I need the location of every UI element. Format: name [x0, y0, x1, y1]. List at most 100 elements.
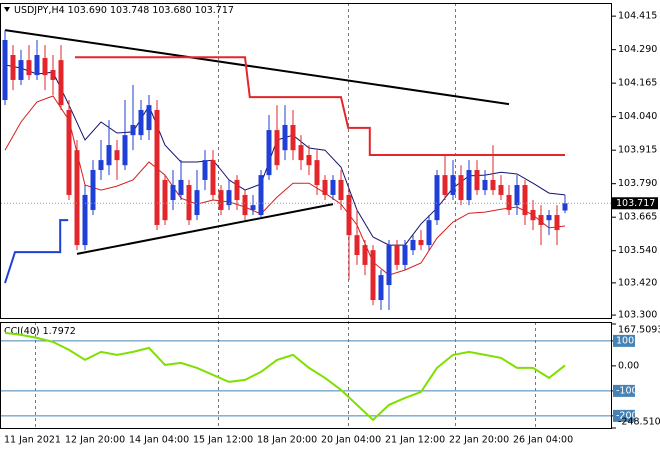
candle-body	[90, 170, 96, 210]
y-tick-label: -200	[616, 410, 638, 421]
menu-arrow	[4, 7, 10, 12]
candle-body	[314, 160, 320, 186]
candle-body	[154, 109, 160, 225]
candle-body	[546, 215, 552, 221]
x-tick-label: 14 Jan 04:00	[129, 435, 189, 446]
candle-body	[50, 70, 56, 80]
ohlc-close: 103.717	[195, 5, 234, 16]
y-tick-label: 167.5093	[618, 325, 660, 336]
candle-body	[10, 55, 16, 80]
candle-body	[58, 60, 64, 106]
candle-body	[250, 205, 256, 210]
candle-body	[34, 55, 40, 76]
candle-body	[474, 170, 480, 191]
candle-body	[282, 124, 288, 151]
x-tick-label: 22 Jan 20:00	[449, 435, 509, 446]
candle-body	[162, 179, 168, 221]
candle-body	[306, 155, 312, 166]
level-box	[613, 334, 635, 347]
indicator-line	[4, 331, 566, 422]
x-tick-label: 21 Jan 12:00	[385, 435, 445, 446]
candle-body	[354, 235, 360, 255]
y-tick-label: 104.040	[618, 111, 657, 122]
candle-body	[410, 239, 416, 251]
price-box	[612, 197, 658, 210]
y-tick-label: 104.165	[618, 78, 657, 89]
candle-body	[42, 57, 48, 76]
y-tick-label: 104.290	[618, 44, 657, 55]
candle-body	[498, 185, 504, 195]
y-tick-label: 103.915	[618, 145, 657, 156]
candle-body	[66, 109, 72, 195]
candle-body	[114, 150, 120, 161]
candle-body	[490, 179, 496, 191]
candle-body	[226, 190, 232, 206]
candle-body	[170, 185, 176, 201]
candle-body	[274, 130, 280, 166]
cci-frame	[0, 322, 612, 429]
candle-body	[186, 185, 192, 221]
x-tick-label: 26 Jan 04:00	[513, 435, 573, 446]
candle-body	[74, 150, 80, 246]
symbol: USDJPY,H4	[14, 5, 65, 16]
candle-body	[538, 215, 544, 225]
candle-body	[218, 190, 224, 210]
x-tick-label: 12 Jan 20:00	[65, 435, 125, 446]
candle-body	[554, 215, 560, 231]
indicator-line	[76, 203, 334, 255]
indicator-label: CCI(40) 1.7972	[4, 326, 76, 337]
candle-body	[234, 179, 240, 201]
candle-body	[98, 160, 104, 171]
y-tick-label: 0.00	[618, 360, 639, 371]
candle-body	[506, 194, 512, 210]
candle-body	[370, 250, 376, 301]
candle-body	[466, 170, 472, 201]
candle-body	[338, 179, 344, 201]
y-tick-label: 103.790	[618, 178, 657, 189]
candle-body	[378, 275, 384, 301]
candle-body	[522, 185, 528, 216]
candle-body	[122, 135, 128, 166]
x-tick-label: 15 Jan 12:00	[193, 435, 253, 446]
indicator-line	[4, 219, 69, 284]
ohlc-open: 103.690	[68, 5, 107, 16]
candle-body	[130, 124, 136, 136]
y-tick-label: 103.540	[618, 245, 657, 256]
candle-body	[194, 190, 200, 216]
candle-body	[322, 179, 328, 195]
candle-body	[458, 175, 464, 201]
y-tick-label: -248.5109	[618, 417, 660, 428]
candle-body	[18, 60, 24, 80]
y-tick-label: 100	[616, 335, 634, 346]
candle-body	[210, 160, 216, 195]
x-tick-label: 20 Jan 04:00	[321, 435, 381, 446]
candle-body	[482, 179, 488, 191]
candle-body	[82, 194, 88, 246]
candle-body	[442, 175, 448, 195]
y-tick-label: -100	[616, 385, 638, 396]
candle-body	[434, 175, 440, 221]
candle-body	[266, 130, 272, 176]
candle-body	[178, 179, 184, 195]
y-tick-label: 104.415	[618, 11, 657, 22]
main-frame	[0, 3, 612, 319]
candle-body	[450, 175, 456, 195]
x-tick-label: 11 Jan 2021	[4, 435, 61, 446]
indicator-line	[4, 95, 566, 276]
candle-body	[290, 124, 296, 151]
candle-body	[138, 109, 144, 136]
indicator-line	[75, 56, 565, 156]
candle-body	[362, 245, 368, 265]
chart-title: USDJPY,H4 103.690 103.748 103.680 103.71…	[14, 5, 234, 16]
candle-body	[202, 160, 208, 180]
candle-body	[426, 220, 432, 246]
indicator-value: 1.7972	[43, 326, 76, 337]
candle-body	[106, 145, 112, 166]
candle-body	[346, 194, 352, 236]
candle-body	[386, 245, 392, 286]
x-tick-label: 18 Jan 20:00	[257, 435, 317, 446]
level-box	[613, 409, 635, 422]
candle-body	[514, 185, 520, 206]
